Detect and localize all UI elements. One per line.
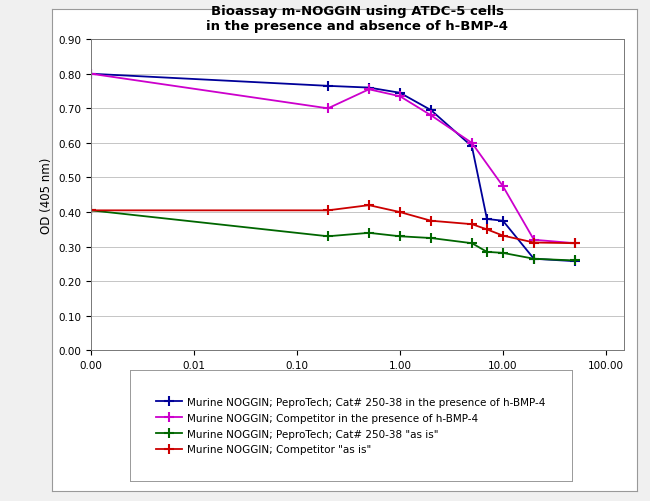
Murine NOGGIN; PeproTech; Cat# 250-38 in the presence of h-BMP-4: [427, 108, 435, 114]
Murine NOGGIN; PeproTech; Cat# 250-38 "as is": [324, 234, 332, 240]
Murine NOGGIN; PeproTech; Cat# 250-38 "as is": [571, 258, 578, 264]
Legend: Murine NOGGIN; PeproTech; Cat# 250-38 in the presence of h-BMP-4, Murine NOGGIN;: Murine NOGGIN; PeproTech; Cat# 250-38 in…: [151, 392, 551, 459]
Murine NOGGIN; Competitor "as is": [324, 208, 332, 214]
Murine NOGGIN; Competitor in the presence of h-BMP-4: [499, 184, 507, 190]
Murine NOGGIN; PeproTech; Cat# 250-38 "as is": [530, 256, 538, 262]
Murine NOGGIN; Competitor in the presence of h-BMP-4: [365, 87, 373, 93]
Murine NOGGIN; PeproTech; Cat# 250-38 "as is": [87, 208, 95, 214]
Murine NOGGIN; PeproTech; Cat# 250-38 "as is": [396, 234, 404, 240]
Murine NOGGIN; Competitor in the presence of h-BMP-4: [87, 72, 95, 78]
X-axis label: m-NOGGIN (ng/ml) [log scale]: m-NOGGIN (ng/ml) [log scale]: [269, 376, 446, 389]
Line: Murine NOGGIN; Competitor in the presence of h-BMP-4: Murine NOGGIN; Competitor in the presenc…: [86, 70, 580, 248]
Murine NOGGIN; Competitor "as is": [396, 209, 404, 215]
Murine NOGGIN; Competitor "as is": [483, 227, 491, 233]
Murine NOGGIN; Competitor in the presence of h-BMP-4: [324, 106, 332, 112]
Murine NOGGIN; Competitor "as is": [530, 240, 538, 246]
Murine NOGGIN; Competitor "as is": [499, 233, 507, 239]
Murine NOGGIN; PeproTech; Cat# 250-38 in the presence of h-BMP-4: [530, 256, 538, 262]
Murine NOGGIN; PeproTech; Cat# 250-38 in the presence of h-BMP-4: [87, 72, 95, 78]
Murine NOGGIN; PeproTech; Cat# 250-38 in the presence of h-BMP-4: [396, 91, 404, 97]
Murine NOGGIN; Competitor "as is": [427, 218, 435, 224]
Murine NOGGIN; PeproTech; Cat# 250-38 "as is": [427, 235, 435, 241]
Murine NOGGIN; Competitor in the presence of h-BMP-4: [468, 141, 476, 147]
Murine NOGGIN; PeproTech; Cat# 250-38 in the presence of h-BMP-4: [483, 216, 491, 222]
Murine NOGGIN; PeproTech; Cat# 250-38 "as is": [499, 250, 507, 257]
Murine NOGGIN; PeproTech; Cat# 250-38 in the presence of h-BMP-4: [324, 84, 332, 90]
Murine NOGGIN; PeproTech; Cat# 250-38 "as is": [483, 249, 491, 256]
Line: Murine NOGGIN; PeproTech; Cat# 250-38 "as is": Murine NOGGIN; PeproTech; Cat# 250-38 "a…: [86, 206, 580, 266]
Murine NOGGIN; PeproTech; Cat# 250-38 in the presence of h-BMP-4: [365, 85, 373, 91]
Line: Murine NOGGIN; PeproTech; Cat# 250-38 in the presence of h-BMP-4: Murine NOGGIN; PeproTech; Cat# 250-38 in…: [86, 70, 580, 267]
Murine NOGGIN; Competitor "as is": [468, 222, 476, 228]
Murine NOGGIN; PeproTech; Cat# 250-38 "as is": [365, 230, 373, 236]
Murine NOGGIN; Competitor in the presence of h-BMP-4: [571, 240, 578, 246]
Murine NOGGIN; Competitor "as is": [571, 240, 578, 246]
Murine NOGGIN; Competitor in the presence of h-BMP-4: [530, 237, 538, 243]
Title: Bioassay m-NOGGIN using ATDC-5 cells
in the presence and absence of h-BMP-4: Bioassay m-NOGGIN using ATDC-5 cells in …: [207, 6, 508, 34]
Murine NOGGIN; PeproTech; Cat# 250-38 in the presence of h-BMP-4: [468, 144, 476, 150]
Murine NOGGIN; PeproTech; Cat# 250-38 in the presence of h-BMP-4: [499, 218, 507, 224]
Murine NOGGIN; Competitor "as is": [87, 208, 95, 214]
Y-axis label: OD (405 nm): OD (405 nm): [40, 157, 53, 233]
Murine NOGGIN; Competitor in the presence of h-BMP-4: [427, 113, 435, 119]
Murine NOGGIN; Competitor "as is": [365, 203, 373, 209]
Murine NOGGIN; PeproTech; Cat# 250-38 in the presence of h-BMP-4: [571, 259, 578, 265]
Line: Murine NOGGIN; Competitor "as is": Murine NOGGIN; Competitor "as is": [86, 201, 580, 248]
Murine NOGGIN; PeproTech; Cat# 250-38 "as is": [468, 240, 476, 246]
Murine NOGGIN; Competitor in the presence of h-BMP-4: [396, 94, 404, 100]
